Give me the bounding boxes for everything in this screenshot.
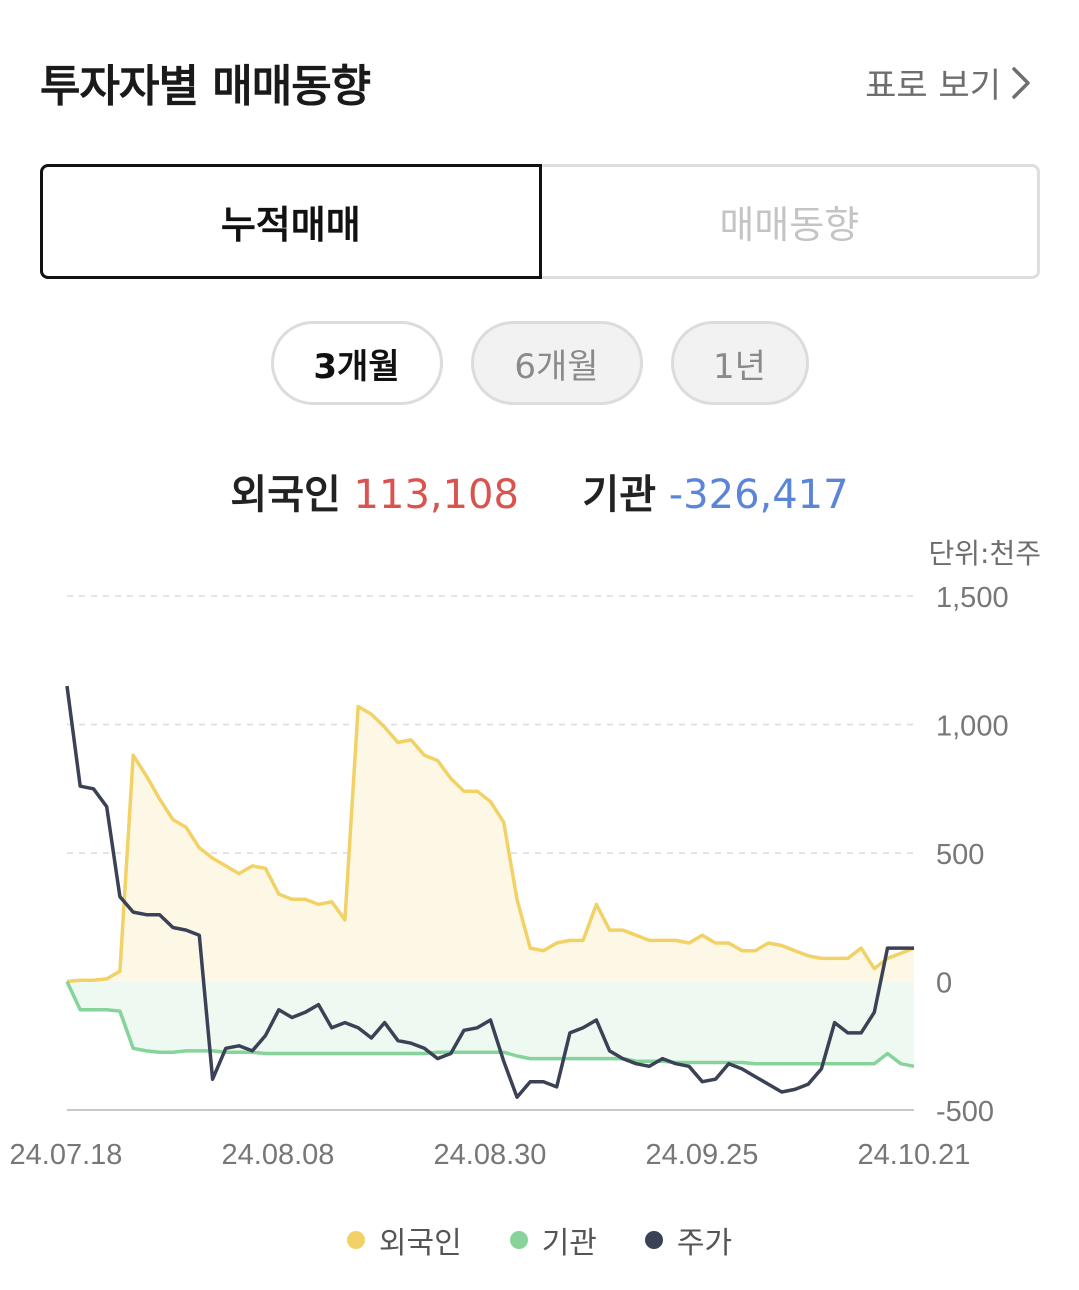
x-tick-label: 24.10.21 bbox=[858, 1139, 971, 1171]
legend-item-foreign: 외국인 bbox=[346, 1218, 462, 1262]
period-1y-button[interactable]: 1년 bbox=[670, 321, 809, 405]
x-tick-label: 24.09.25 bbox=[646, 1139, 759, 1171]
view-segmented-control: 누적매매 매매동향 bbox=[40, 164, 1040, 279]
legend-label-price: 주가 bbox=[676, 1226, 733, 1261]
institution-label: 기관 bbox=[582, 472, 657, 518]
x-tick-label: 24.07.18 bbox=[10, 1139, 123, 1171]
period-selector: 3개월 6개월 1년 bbox=[0, 321, 1079, 405]
foreign-label: 외국인 bbox=[230, 472, 341, 518]
legend-item-institution: 기관 bbox=[509, 1218, 597, 1262]
summary-line: 외국인 113,108 기관 -326,417 bbox=[0, 462, 1079, 520]
table-view-link[interactable]: 표로 보기 bbox=[865, 58, 1031, 107]
y-tick-label: 1,500 bbox=[936, 582, 1009, 614]
legend-dot-institution bbox=[509, 1231, 528, 1249]
y-tick-label: 500 bbox=[936, 839, 984, 871]
legend-dot-foreign bbox=[346, 1231, 365, 1249]
page-title: 투자자별 매매동향 bbox=[40, 61, 371, 112]
institution-series-line bbox=[65, 980, 915, 1069]
foreign-area bbox=[67, 706, 914, 982]
chevron-right-icon bbox=[1012, 66, 1030, 99]
legend-dot-price bbox=[644, 1231, 663, 1249]
price-series-line bbox=[65, 685, 914, 1099]
period-3m-button[interactable]: 3개월 bbox=[270, 321, 443, 405]
period-6m-button[interactable]: 6개월 bbox=[470, 321, 643, 405]
legend-label-foreign: 외국인 bbox=[378, 1226, 462, 1261]
unit-label: 단위:천주 bbox=[928, 537, 1041, 570]
institution-value: -326,417 bbox=[668, 472, 849, 518]
foreign-value: 113,108 bbox=[353, 472, 519, 518]
investor-trend-chart: 1,500 1,000 500 0 -500 24.07.18 24.08.08 24.08.… bbox=[10, 582, 1009, 1171]
y-tick-label: -500 bbox=[936, 1096, 994, 1128]
tab-trading-trend[interactable]: 매매동향 bbox=[541, 164, 1040, 279]
tab-cumulative[interactable]: 누적매매 bbox=[40, 164, 542, 279]
x-tick-label: 24.08.08 bbox=[222, 1139, 335, 1171]
foreign-series-line bbox=[66, 704, 915, 984]
y-tick-label: 0 bbox=[936, 968, 952, 1000]
legend-label-institution: 기관 bbox=[541, 1226, 597, 1261]
y-tick-label: 1,000 bbox=[936, 711, 1009, 743]
chart-legend: 외국인 기관 주가 bbox=[0, 1218, 1079, 1262]
x-tick-label: 24.08.30 bbox=[434, 1139, 547, 1171]
table-view-label: 표로 보기 bbox=[865, 66, 1001, 106]
legend-item-price: 주가 bbox=[644, 1218, 733, 1262]
